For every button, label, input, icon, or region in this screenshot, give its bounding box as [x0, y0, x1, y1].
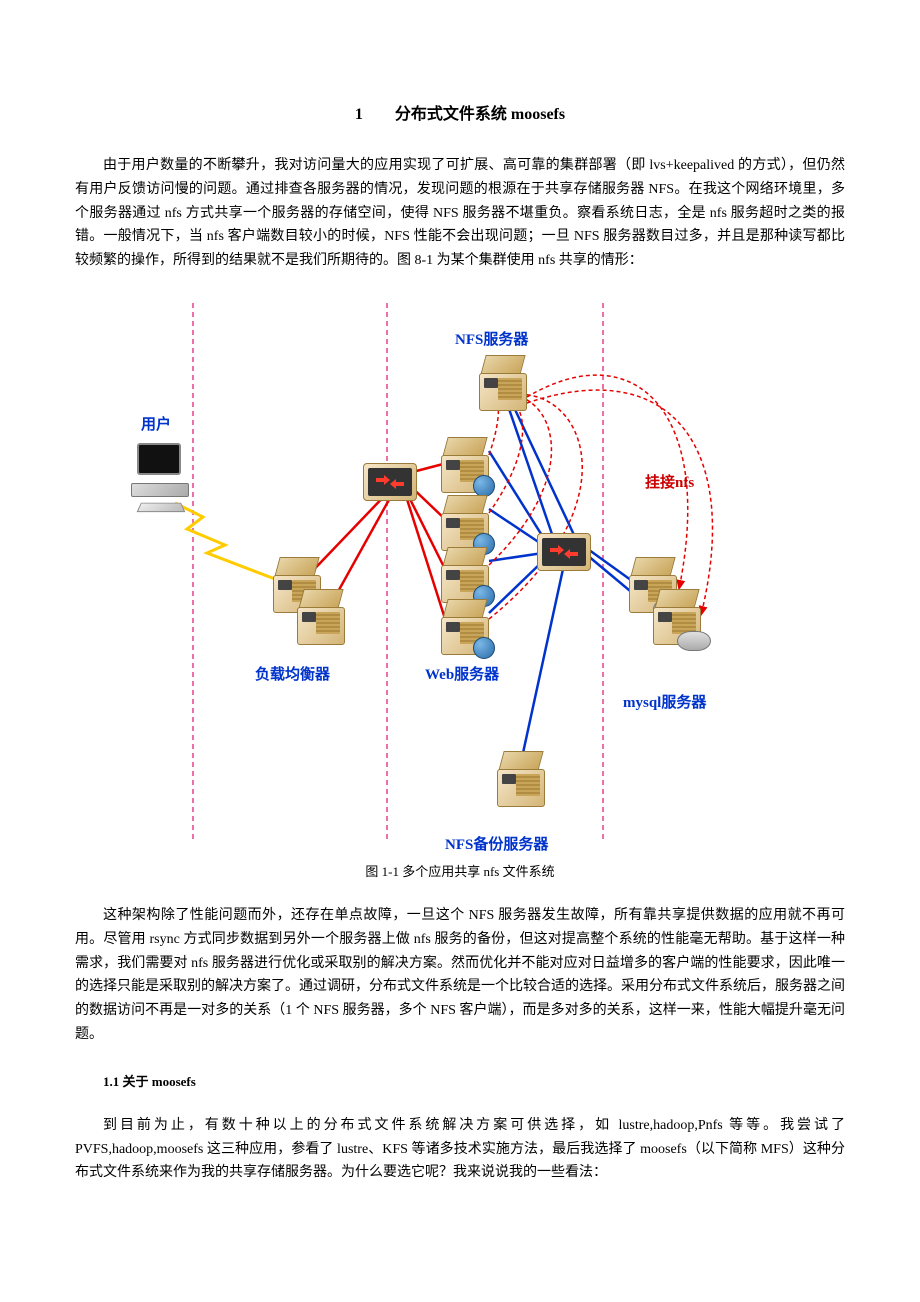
label-mount-nfs: 挂接nfs: [645, 471, 694, 492]
nfs-diagram: 用户 负载均衡器 NFS服务器 Web服务器 NFS备份服务器 mysql服务器…: [75, 293, 845, 853]
paragraph-2: 这种架构除了性能问题而外，还存在单点故障，一旦这个 NFS 服务器发生故障，所有…: [75, 904, 845, 1047]
chapter-title: 1 分布式文件系统 moosefs: [75, 100, 845, 124]
figure-caption: 图 1-1 多个应用共享 nfs 文件系统: [75, 861, 845, 880]
web-server-1: [441, 435, 489, 493]
label-lb: 负载均衡器: [255, 663, 330, 684]
switch-right: [537, 533, 591, 571]
section-1-1-heading: 1.1 关于 moosefs: [103, 1071, 845, 1090]
label-mysql: mysql服务器: [623, 691, 706, 712]
label-nfs-backup: NFS备份服务器: [445, 833, 548, 854]
switch-left: [363, 463, 417, 501]
web-server-4: [441, 597, 489, 655]
lb-server-2: [297, 587, 345, 645]
label-nfs: NFS服务器: [455, 328, 528, 349]
user-pc: [131, 443, 191, 513]
nfs-backup-server: [497, 749, 545, 807]
label-web: Web服务器: [425, 663, 499, 684]
web-server-2: [441, 493, 489, 551]
paragraph-1: 由于用户数量的不断攀升，我对访问量大的应用实现了可扩展、高可靠的集群部署（即 l…: [75, 154, 845, 273]
nfs-server: [479, 353, 527, 411]
mysql-server-2: [653, 587, 701, 645]
paragraph-3: 到目前为止，有数十种以上的分布式文件系统解决方案可供选择，如 lustre,ha…: [75, 1114, 845, 1185]
label-user: 用户: [141, 413, 171, 434]
web-server-3: [441, 545, 489, 603]
